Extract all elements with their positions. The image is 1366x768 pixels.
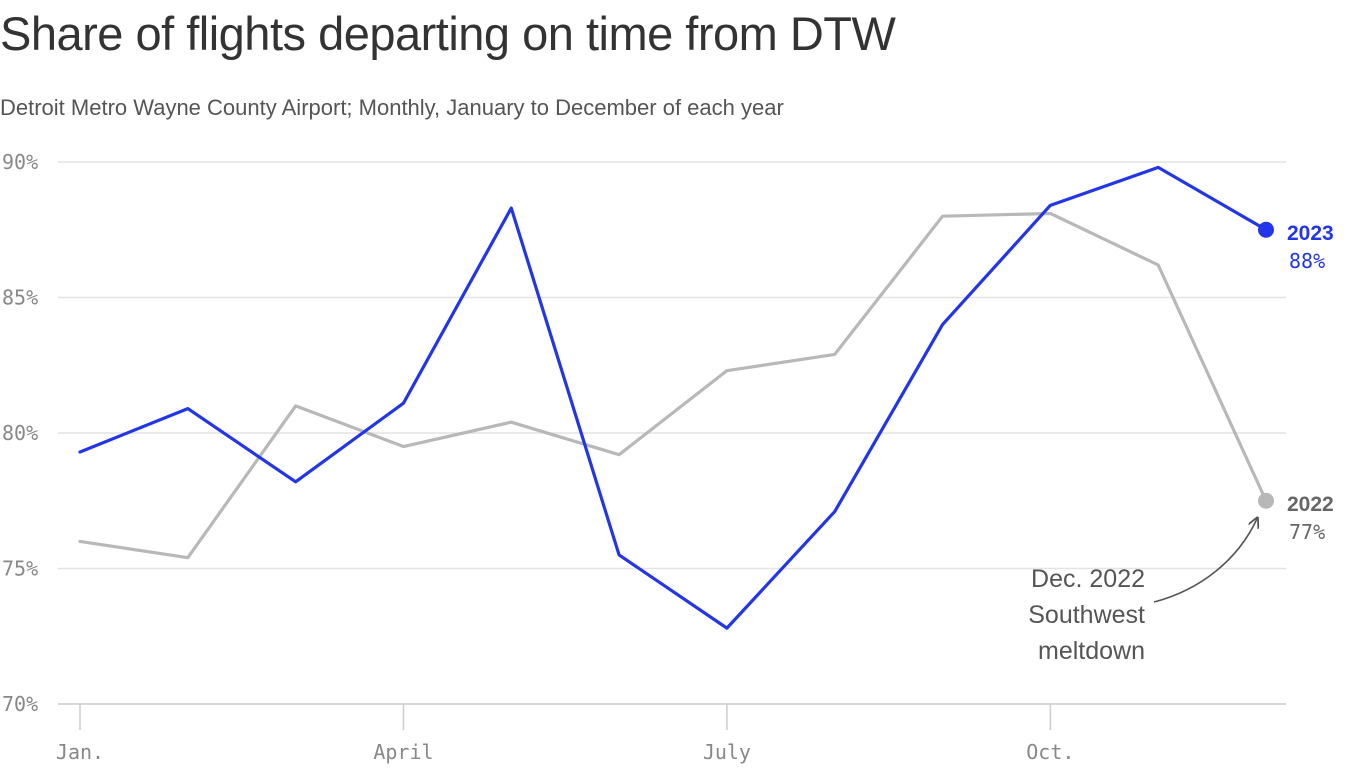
y-tick-label: 70% (2, 692, 38, 716)
end-value-2023: 88% (1289, 249, 1325, 273)
end-value-2022: 77% (1289, 520, 1325, 544)
annotation-arrow (1153, 519, 1257, 603)
annotation-text: Dec. 2022 (1031, 565, 1145, 593)
annotation-text: Southwest (1028, 601, 1145, 629)
chart-title: Share of flights departing on time from … (0, 7, 896, 60)
annotation-text: meltdown (1038, 637, 1145, 665)
x-axis: Jan. April July Oct. (56, 704, 1074, 764)
series-line-2022 (78, 211, 1268, 560)
end-label-2022: 2022 (1287, 493, 1334, 516)
end-point-2022 (1258, 492, 1274, 509)
y-tick-label: 85% (2, 286, 38, 310)
y-axis: 70% 75% 80% 85% 90% (2, 150, 38, 716)
end-label-2023: 2023 (1287, 222, 1334, 245)
x-tick-label: Jan. (56, 740, 104, 764)
y-tick-label: 75% (2, 557, 38, 581)
chart-subtitle: Detroit Metro Wayne County Airport; Mont… (0, 95, 784, 120)
y-tick-label: 80% (2, 421, 38, 445)
end-point-2023 (1258, 221, 1274, 238)
x-tick-label: April (373, 740, 433, 764)
gridlines (58, 161, 1286, 705)
x-tick-label: Oct. (1026, 740, 1074, 764)
series-line-2023 (78, 165, 1268, 630)
end-labels: 2022 77% 2023 88% (1287, 222, 1334, 544)
x-tick-label: July (703, 740, 751, 764)
y-tick-label: 90% (2, 150, 38, 174)
series-lines (78, 165, 1274, 630)
annotation: Dec. 2022 Southwest meltdown (1028, 519, 1257, 665)
